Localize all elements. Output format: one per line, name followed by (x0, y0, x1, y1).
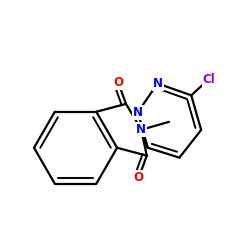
Text: N: N (153, 77, 163, 90)
Text: N: N (133, 106, 143, 119)
Text: O: O (113, 76, 123, 88)
Text: Cl: Cl (203, 73, 215, 86)
Text: N: N (136, 123, 146, 136)
Text: O: O (134, 171, 144, 184)
